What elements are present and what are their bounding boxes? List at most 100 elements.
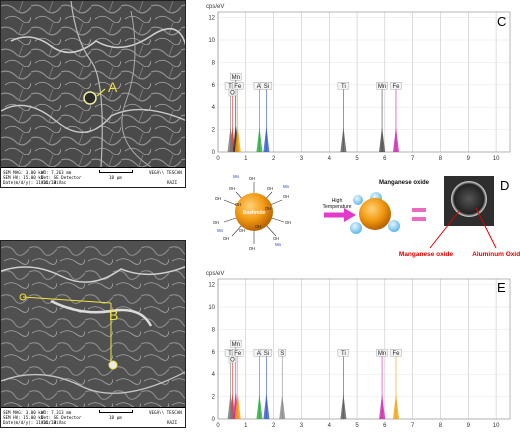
element-label-box [390, 349, 402, 357]
y-tick-label: 4 [212, 372, 216, 378]
inclusion-a [83, 91, 97, 105]
boehmite-core [235, 193, 273, 231]
element-label-ti: Ti [341, 351, 346, 357]
element-label-si: Si [264, 351, 269, 357]
element-label-al: Al [257, 351, 262, 357]
x-tick-label: 10 [493, 156, 500, 162]
sem-det: Det: SE Detector [41, 415, 82, 420]
reaction-diagram-d: OHOHOHOHOHOHOHOHOHOHOHOHOHOHMnMnMnMnBoeh… [213, 174, 520, 258]
peak-ti [227, 393, 234, 419]
element-label-o: O [230, 91, 235, 97]
x-tick-label: 7 [411, 423, 415, 429]
arrow-label-bottom: Temperature [322, 204, 351, 210]
element-label-ti: Ti [228, 84, 233, 90]
peak-si [263, 393, 270, 419]
element-label-box [278, 349, 286, 357]
peak-fe [392, 393, 399, 419]
inclusion-b [108, 360, 118, 370]
element-label-box [260, 82, 273, 90]
oh-group-label: OH [283, 194, 289, 199]
element-label-mn: Mn [232, 342, 240, 348]
element-label-fe: Fe [234, 84, 242, 90]
element-label-box [337, 349, 350, 357]
peak-mn [379, 393, 386, 419]
y-tick-label: 4 [212, 105, 216, 111]
element-label-ti: Ti [341, 84, 346, 90]
scale-bar [99, 410, 133, 413]
peak-si [263, 126, 270, 152]
element-label-ti: Ti [228, 351, 233, 357]
element-label-box [337, 82, 350, 90]
oh-group-label: OH [213, 220, 219, 225]
sem-micrograph-top [1, 1, 185, 167]
element-label-mn: Mn [378, 84, 386, 90]
sem-image-bottom: B SEM MAG: 3.00 kx SEM HV: 15.00 kV Date… [0, 240, 186, 428]
sem-brand: VEGA\\ TESCAN [149, 410, 182, 415]
element-label-fe: Fe [392, 351, 400, 357]
oh-group-label: OH [255, 224, 261, 229]
x-tick-label: 5 [355, 156, 359, 162]
oh-group-label: OH [249, 176, 255, 181]
x-tick-label: 7 [411, 156, 415, 162]
sem-hv: SEM HV: 15.00 kV [3, 175, 44, 180]
peak-fe [234, 126, 241, 152]
x-tick-label: 3 [300, 423, 304, 429]
sem-mag: SEM MAG: 3.00 kx [3, 410, 44, 415]
mn-label: Mn [275, 242, 281, 247]
y-axis-unit: cps/eV [206, 271, 224, 277]
oh-group-label: OH [223, 236, 229, 241]
peak-ti [340, 393, 347, 419]
panel-label-d: D [500, 178, 510, 193]
element-label-o: O [230, 358, 235, 364]
peak-al [256, 126, 263, 152]
y-tick-label: 2 [212, 128, 216, 134]
oh-group-label: OH [265, 206, 271, 211]
element-label-fe: Fe [392, 84, 400, 90]
oh-group-label: OH [285, 220, 291, 225]
oh-group-label: OH [249, 246, 255, 251]
element-label-box [230, 340, 242, 348]
sem-hv: SEM HV: 15.00 kV [3, 415, 44, 420]
element-label-s: S [280, 351, 284, 357]
sem-det: Det: SE Detector [41, 175, 82, 180]
alumina-core [359, 198, 391, 230]
sem-lab: RAZI [167, 420, 178, 425]
x-tick-label: 2 [272, 156, 276, 162]
scale-label: 10 μm [109, 175, 122, 180]
element-label-fe: Fe [234, 351, 242, 357]
panel-label-c: C [497, 14, 507, 29]
label-aluminum-oxide: Aluminum Oxide [472, 251, 520, 258]
oh-group-label: OH [215, 196, 221, 201]
oh-group-label: OH [273, 236, 279, 241]
x-tick-label: 9 [467, 156, 471, 162]
element-label-box [376, 349, 388, 357]
arrow-label-top: High [332, 198, 343, 204]
plot-frame [217, 11, 511, 153]
sem-micrograph-bottom [1, 241, 185, 407]
peak-fe [234, 393, 241, 419]
peak-s [279, 393, 286, 419]
marker-b: B [109, 307, 119, 323]
y-tick-label: 12 [208, 283, 215, 289]
label-manganese-oxide: Manganese oxide [399, 251, 454, 258]
y-tick-label: 6 [212, 350, 216, 356]
element-label-mn: Mn [232, 75, 240, 81]
x-tick-label: 4 [328, 156, 332, 162]
y-tick-label: 0 [212, 150, 216, 156]
oh-group-label: OH [239, 228, 245, 233]
sem-vac: Vac: HiVac [41, 180, 67, 185]
peak-al [256, 393, 263, 419]
x-tick-label: 0 [216, 156, 220, 162]
plot-frame [217, 278, 511, 420]
boehmite-label: Boehmite [243, 210, 266, 216]
equals-sign [412, 217, 426, 221]
y-tick-label: 6 [212, 83, 216, 89]
measure-line-h [22, 296, 112, 304]
element-label-box [260, 349, 273, 357]
oh-group-label: OH [235, 202, 241, 207]
x-tick-label: 8 [439, 423, 443, 429]
peak-ti [227, 126, 234, 152]
sem-date: Date(m/d/y): 11/25/13 [3, 180, 56, 185]
y-tick-label: 10 [208, 38, 215, 44]
